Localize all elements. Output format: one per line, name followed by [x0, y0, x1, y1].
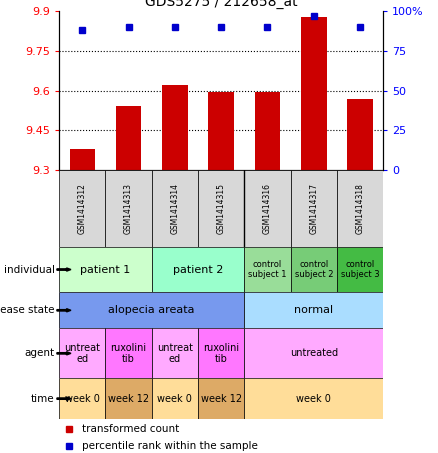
Bar	[198, 378, 244, 419]
Text: week 0: week 0	[297, 394, 331, 404]
Bar	[116, 106, 141, 170]
Bar	[208, 92, 234, 170]
Text: patient 1: patient 1	[80, 265, 131, 275]
Bar	[244, 378, 383, 419]
Text: GSM1414312: GSM1414312	[78, 183, 87, 234]
Text: week 12: week 12	[201, 394, 242, 404]
Bar	[291, 247, 337, 292]
Text: normal: normal	[294, 305, 333, 315]
Text: week 0: week 0	[157, 394, 192, 404]
Bar	[59, 247, 152, 292]
Bar	[244, 247, 291, 292]
Bar	[152, 328, 198, 378]
Bar	[162, 85, 187, 170]
Text: GSM1414314: GSM1414314	[170, 183, 180, 234]
Text: patient 2: patient 2	[173, 265, 223, 275]
Bar	[255, 92, 280, 170]
Bar	[152, 170, 198, 247]
Text: transformed count: transformed count	[82, 424, 179, 434]
Bar	[291, 170, 337, 247]
Text: ruxolini
tib: ruxolini tib	[203, 342, 239, 364]
Bar	[59, 378, 106, 419]
Text: untreated: untreated	[290, 348, 338, 358]
Text: untreat
ed: untreat ed	[157, 342, 193, 364]
Text: GSM1414313: GSM1414313	[124, 183, 133, 234]
Text: alopecia areata: alopecia areata	[109, 305, 195, 315]
Text: week 12: week 12	[108, 394, 149, 404]
Bar	[59, 292, 244, 328]
Bar	[59, 170, 106, 247]
Bar	[59, 328, 106, 378]
Bar	[70, 149, 95, 170]
Text: percentile rank within the sample: percentile rank within the sample	[82, 440, 258, 451]
Text: GSM1414318: GSM1414318	[356, 183, 364, 234]
Text: GSM1414316: GSM1414316	[263, 183, 272, 234]
Bar	[244, 292, 383, 328]
Bar	[198, 328, 244, 378]
Bar	[244, 170, 291, 247]
Text: control
subject 1: control subject 1	[248, 260, 287, 279]
Bar	[244, 328, 383, 378]
Bar	[347, 99, 373, 170]
Text: control
subject 2: control subject 2	[294, 260, 333, 279]
Text: untreat
ed: untreat ed	[64, 342, 100, 364]
Text: time: time	[31, 394, 55, 404]
Bar	[198, 170, 244, 247]
Bar	[337, 247, 383, 292]
Bar	[106, 378, 152, 419]
Text: individual: individual	[4, 265, 55, 275]
Bar	[152, 247, 244, 292]
Bar	[152, 378, 198, 419]
Text: control
subject 3: control subject 3	[341, 260, 379, 279]
Text: agent: agent	[25, 348, 55, 358]
Bar	[106, 328, 152, 378]
Bar	[301, 17, 326, 170]
Text: week 0: week 0	[65, 394, 100, 404]
Text: GSM1414317: GSM1414317	[309, 183, 318, 234]
Bar	[337, 170, 383, 247]
Title: GDS5275 / 212658_at: GDS5275 / 212658_at	[145, 0, 297, 9]
Text: GSM1414315: GSM1414315	[217, 183, 226, 234]
Text: ruxolini
tib: ruxolini tib	[110, 342, 147, 364]
Bar	[106, 170, 152, 247]
Text: disease state: disease state	[0, 305, 55, 315]
